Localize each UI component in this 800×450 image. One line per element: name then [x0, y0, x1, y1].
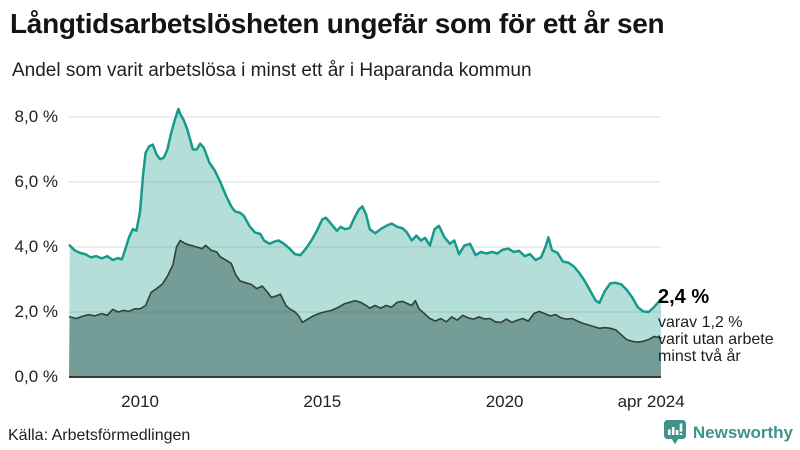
chart-title: Långtidsarbetslösheten ungefär som för e…: [10, 8, 665, 39]
annotation-line: varit utan arbete: [658, 331, 774, 348]
source-attribution: Källa: Arbetsförmedlingen: [8, 427, 191, 444]
newsworthy-wordmark: Newsworthy: [692, 422, 793, 442]
y-tick-label: 2,0 %: [14, 302, 58, 321]
y-tick-label: 6,0 %: [14, 172, 58, 191]
annotation-line: minst två år: [658, 348, 741, 365]
line-series-0: [68, 107, 663, 314]
y-tick-label: 4,0 %: [14, 237, 58, 256]
x-tick-label: 2020: [485, 392, 524, 411]
x-tick-label: 2010: [121, 392, 159, 411]
newsworthy-bubble-icon: [663, 420, 686, 445]
area-series-1: [69, 240, 661, 377]
y-tick-label: 0,0 %: [14, 367, 58, 386]
y-tick-label: 8,0 %: [14, 107, 58, 126]
x-tick-label: 2015: [303, 392, 342, 411]
chart-subtitle: Andel som varit arbetslösa i minst ett å…: [12, 60, 532, 81]
newsworthy-logo: Newsworthy: [663, 419, 793, 446]
annotation-line: varav 1,2 %: [658, 314, 743, 331]
line-series-1: [68, 239, 662, 344]
end-value-label: 2,4 %: [658, 286, 710, 308]
x-tick-label: apr 2024: [617, 392, 685, 411]
